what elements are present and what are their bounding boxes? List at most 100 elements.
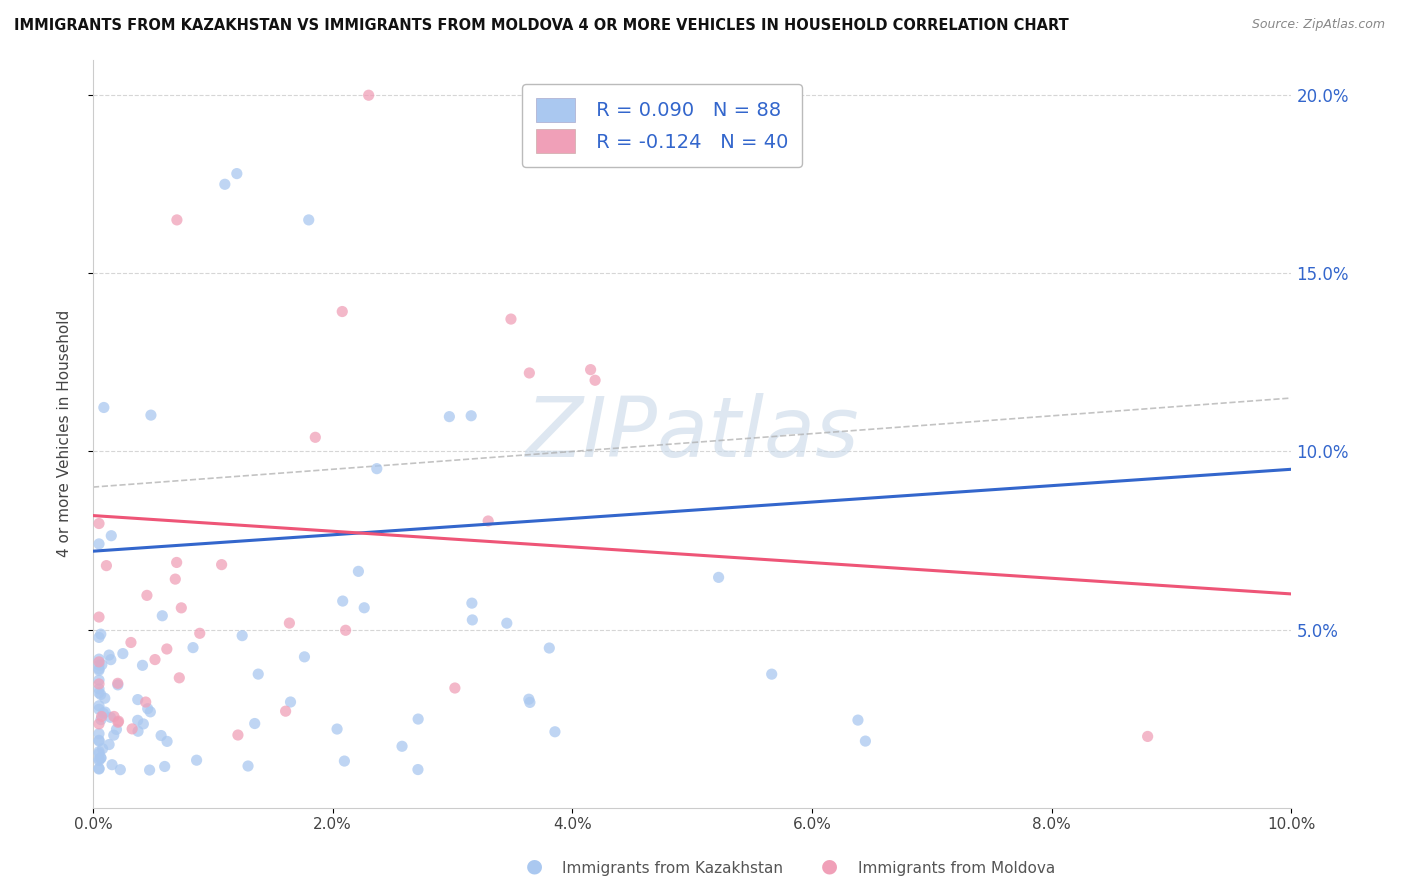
Point — [135, 695, 157, 709]
Point — [517, 692, 540, 706]
Point — [87, 754, 110, 768]
Point — [226, 728, 249, 742]
Point — [135, 588, 157, 602]
Point — [98, 648, 121, 662]
Point — [278, 616, 301, 631]
Point — [169, 671, 191, 685]
Point — [538, 640, 561, 655]
Point — [274, 704, 297, 718]
Point — [87, 698, 110, 713]
Point — [87, 747, 110, 761]
Point — [107, 678, 129, 692]
Point — [90, 709, 112, 723]
Point — [333, 754, 356, 768]
Point — [127, 692, 149, 706]
Point — [87, 652, 110, 666]
Point — [406, 712, 429, 726]
Point — [353, 600, 375, 615]
Point — [166, 213, 188, 227]
Point — [87, 662, 110, 676]
Point — [87, 673, 110, 687]
Point — [170, 600, 193, 615]
Point — [544, 724, 567, 739]
Point — [294, 649, 316, 664]
Point — [93, 706, 115, 721]
Point — [150, 729, 173, 743]
Point — [91, 741, 114, 756]
Point — [94, 691, 117, 706]
Text: Immigrants from Kazakhstan: Immigrants from Kazakhstan — [562, 861, 783, 876]
Point — [87, 734, 110, 748]
Point — [87, 610, 110, 624]
Point — [90, 688, 112, 702]
Text: Source: ZipAtlas.com: Source: ZipAtlas.com — [1251, 18, 1385, 31]
Point — [94, 705, 117, 719]
Point — [461, 596, 484, 610]
Point — [231, 629, 253, 643]
Point — [326, 722, 349, 736]
Point — [332, 594, 354, 608]
Point — [186, 753, 208, 767]
Point — [225, 167, 247, 181]
Point — [120, 635, 142, 649]
Point — [121, 722, 143, 736]
Point — [87, 733, 110, 747]
Point — [90, 627, 112, 641]
Point — [855, 734, 877, 748]
Point — [139, 705, 162, 719]
Point — [357, 88, 380, 103]
Point — [846, 713, 869, 727]
Point — [87, 702, 110, 716]
Point — [366, 461, 388, 475]
Point — [100, 529, 122, 543]
Point — [211, 558, 233, 572]
Point — [87, 726, 110, 740]
Text: ●: ● — [821, 857, 838, 876]
Point — [406, 763, 429, 777]
Point — [111, 647, 134, 661]
Point — [156, 642, 179, 657]
Point — [90, 751, 112, 765]
Point — [87, 655, 110, 669]
Point — [391, 739, 413, 754]
Point — [156, 734, 179, 748]
Point — [87, 717, 110, 731]
Point — [330, 304, 353, 318]
Point — [335, 624, 357, 638]
Point — [90, 713, 112, 727]
Point — [87, 516, 110, 531]
Point — [347, 565, 370, 579]
Point — [105, 723, 128, 737]
Point — [153, 759, 176, 773]
Point — [93, 401, 115, 415]
Point — [477, 514, 499, 528]
Point — [583, 373, 606, 387]
Point — [181, 640, 204, 655]
Point — [280, 695, 302, 709]
Point — [127, 724, 149, 739]
Point — [188, 626, 211, 640]
Point — [138, 763, 160, 777]
Point — [131, 658, 153, 673]
Point — [243, 716, 266, 731]
Point — [87, 658, 110, 673]
Point — [87, 677, 110, 691]
Point — [761, 667, 783, 681]
Point — [107, 715, 129, 730]
Point — [87, 537, 110, 551]
Point — [90, 657, 112, 672]
Point — [495, 616, 517, 631]
Point — [136, 701, 159, 715]
Point — [143, 652, 166, 666]
Point — [247, 667, 270, 681]
Point — [579, 362, 602, 376]
Point — [499, 312, 522, 326]
Point — [101, 757, 124, 772]
Point — [87, 762, 110, 776]
Point — [132, 717, 155, 731]
Point — [98, 738, 121, 752]
Legend:  R = 0.090   N = 88,  R = -0.124   N = 40: R = 0.090 N = 88, R = -0.124 N = 40 — [522, 84, 803, 167]
Point — [517, 366, 540, 380]
Point — [236, 759, 259, 773]
Point — [165, 572, 187, 586]
